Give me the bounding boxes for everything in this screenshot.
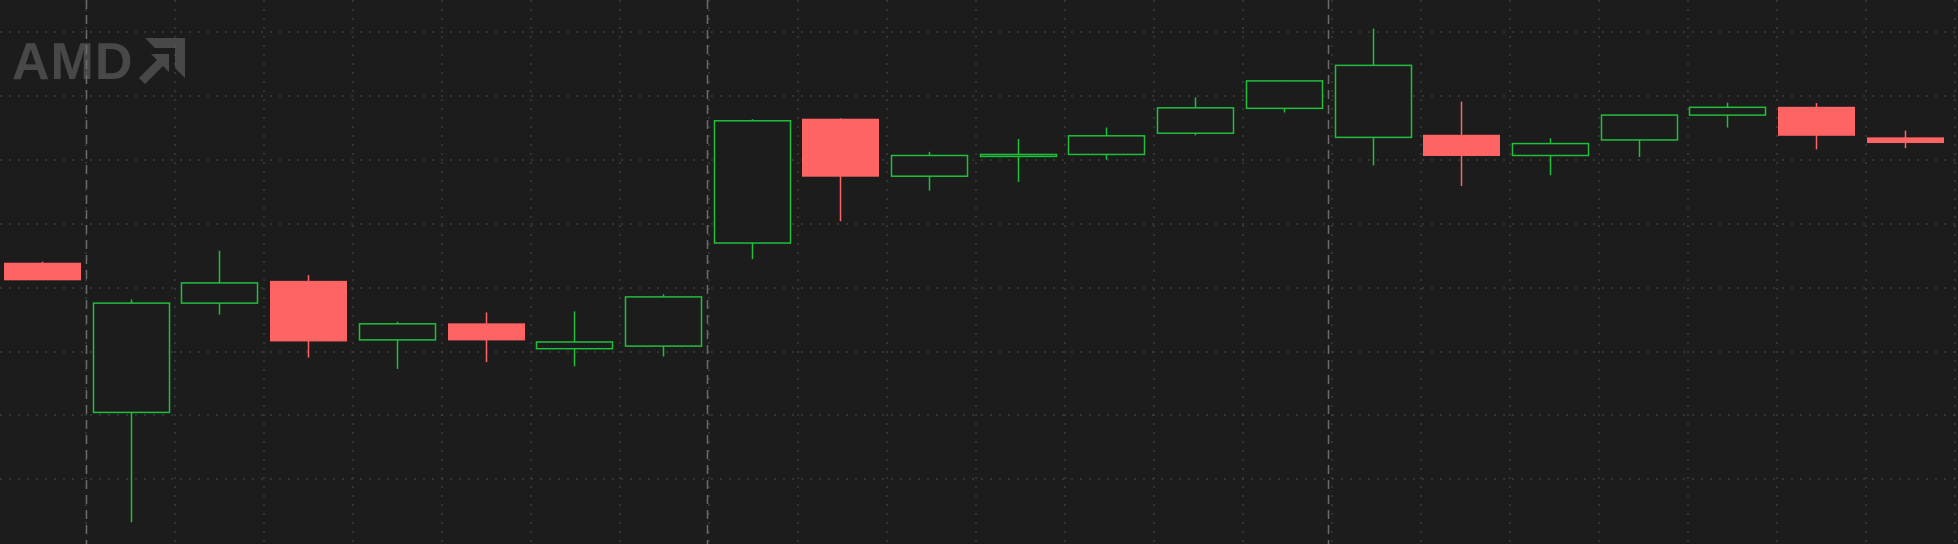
candle-17 <box>1511 138 1590 176</box>
candle-11 <box>979 138 1058 182</box>
candle-6 <box>535 311 614 367</box>
candle-body <box>624 296 703 347</box>
candle-9 <box>802 118 879 222</box>
candle-body <box>1423 134 1500 156</box>
candle-body <box>1245 80 1324 110</box>
candle-body <box>890 154 969 177</box>
candle-13 <box>1156 97 1235 136</box>
amd-logo: AMD <box>12 34 187 90</box>
candle-15 <box>1334 28 1413 166</box>
candle-body <box>180 282 259 304</box>
separator-layer <box>85 0 1330 544</box>
candle-body <box>713 120 792 244</box>
candle-body <box>358 323 437 341</box>
candle-body <box>1600 114 1679 141</box>
candle-body <box>1334 64 1413 139</box>
candle-0 <box>4 261 81 281</box>
candle-19 <box>1688 102 1767 128</box>
candle-2 <box>180 250 259 315</box>
candle-body <box>1778 106 1855 136</box>
candle-body <box>448 323 525 341</box>
candle-18 <box>1600 114 1679 158</box>
candle-body <box>92 302 171 414</box>
candle-body <box>1511 142 1590 157</box>
candle-14 <box>1245 80 1324 113</box>
candle-body <box>4 262 81 281</box>
candle-12 <box>1067 127 1146 160</box>
candle-body <box>979 153 1058 158</box>
candle-body <box>802 118 879 177</box>
candle-10 <box>890 151 969 191</box>
candle-body <box>1067 135 1146 156</box>
candle-16 <box>1423 101 1500 187</box>
candle-5 <box>448 312 525 363</box>
candle-20 <box>1778 103 1855 150</box>
candle-3 <box>270 275 347 358</box>
candle-body <box>1867 137 1944 144</box>
amd-arrow-logo-icon <box>139 38 186 84</box>
candle-body <box>1688 106 1767 116</box>
candle-body <box>1156 107 1235 134</box>
candle-21 <box>1867 130 1944 149</box>
candle-4 <box>358 321 437 369</box>
candle-8 <box>713 119 792 260</box>
candle-body <box>535 341 614 350</box>
logo-text: AMD <box>12 33 134 91</box>
candle-1 <box>92 299 171 523</box>
candle-layer <box>4 28 1944 523</box>
candle-body <box>270 280 347 342</box>
candle-7 <box>624 294 703 357</box>
